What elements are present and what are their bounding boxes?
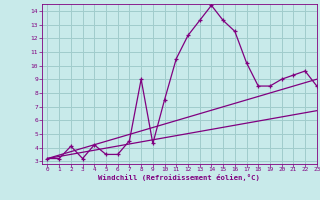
X-axis label: Windchill (Refroidissement éolien,°C): Windchill (Refroidissement éolien,°C) bbox=[98, 174, 260, 181]
